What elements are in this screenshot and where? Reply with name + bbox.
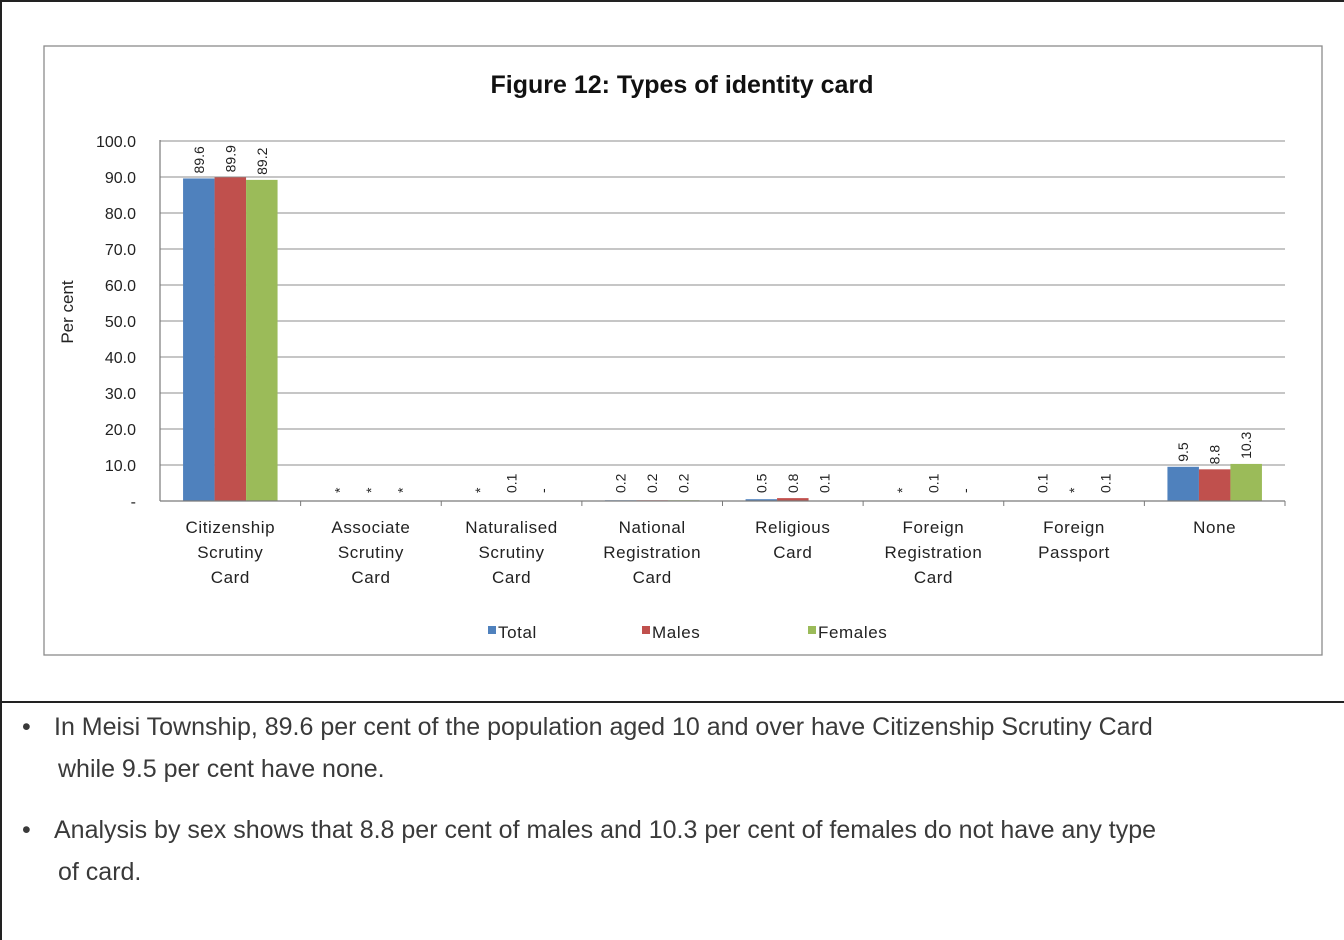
x-tick-label: Card bbox=[633, 568, 672, 587]
data-label: 0.1 bbox=[816, 473, 832, 493]
x-tick-label: Scrutiny bbox=[197, 543, 263, 562]
bar bbox=[214, 177, 247, 502]
data-label: - bbox=[957, 488, 973, 493]
bullet-text-line-1: In Meisi Township, 89.6 per cent of the … bbox=[54, 713, 1153, 741]
data-label: 0.2 bbox=[676, 473, 692, 493]
x-tick-label: Card bbox=[492, 568, 531, 587]
chart-title: Figure 12: Types of identity card bbox=[491, 71, 874, 99]
bullet-text-line-1: Analysis by sex shows that 8.8 per cent … bbox=[54, 816, 1157, 844]
axes bbox=[159, 140, 1286, 506]
data-label: * bbox=[331, 487, 347, 493]
x-axis-ticks: Citizenship Scrutiny Card Associate Scrutiny… bbox=[185, 518, 1236, 587]
data-label: 9.5 bbox=[1175, 442, 1191, 462]
x-tick-label: Scrutiny bbox=[478, 543, 544, 562]
legend-label: Total bbox=[498, 623, 537, 642]
data-label: 0.2 bbox=[613, 473, 629, 493]
data-label: 0.8 bbox=[785, 473, 801, 493]
x-tick-label: Registration bbox=[884, 543, 982, 562]
gridlines bbox=[160, 140, 1285, 466]
y-tick-label: 50.0 bbox=[105, 314, 136, 331]
x-tick-label: National bbox=[619, 518, 686, 537]
data-label: 89.2 bbox=[254, 147, 270, 174]
bar bbox=[745, 499, 778, 501]
bar bbox=[246, 179, 278, 501]
data-label: - bbox=[535, 488, 551, 493]
data-label: 0.1 bbox=[1098, 473, 1114, 493]
x-tick-label: Foreign bbox=[903, 518, 965, 537]
bar bbox=[1198, 469, 1231, 501]
bullet-text-line-2: of card. bbox=[58, 858, 142, 886]
legend-swatch bbox=[808, 626, 816, 634]
data-labels: 89.6 89.9 89.2 * * * * 0.1 - 0.2 0.2 0.2 0.5 0.8 0.1 * 0… bbox=[191, 145, 1254, 493]
data-label: 89.6 bbox=[191, 146, 207, 173]
y-tick-label: 90.0 bbox=[105, 170, 136, 187]
data-label: 0.1 bbox=[925, 473, 941, 493]
legend-label: Females bbox=[818, 623, 887, 642]
data-label: * bbox=[1066, 487, 1082, 493]
data-label: * bbox=[394, 487, 410, 493]
y-tick-label: 10.0 bbox=[105, 458, 136, 475]
y-tick-label: 20.0 bbox=[105, 422, 136, 439]
y-axis-ticks: - 10.0 20.0 30.0 40.0 50.0 60.0 70.0 80.0 90.0 100… bbox=[96, 134, 136, 511]
legend-swatch bbox=[488, 626, 496, 634]
x-tick-label: Scrutiny bbox=[338, 543, 404, 562]
x-tick-label: Religious bbox=[755, 518, 830, 537]
legend-swatch bbox=[642, 626, 650, 634]
bars bbox=[183, 177, 1262, 502]
bar bbox=[1167, 466, 1199, 501]
data-label: * bbox=[472, 487, 488, 493]
bar bbox=[183, 178, 215, 501]
data-label: * bbox=[894, 487, 910, 493]
data-label: 0.2 bbox=[644, 473, 660, 493]
x-tick-label: None bbox=[1193, 518, 1236, 537]
y-tick-label: 30.0 bbox=[105, 386, 136, 403]
data-label: 89.9 bbox=[222, 145, 238, 172]
y-axis-label: Per cent bbox=[58, 280, 77, 344]
bar-chart: Figure 12: Types of identity card Per ce… bbox=[43, 45, 1323, 656]
x-tick-label: Foreign bbox=[1043, 518, 1105, 537]
x-tick-label: Card bbox=[773, 543, 812, 562]
legend: Total Males Females bbox=[488, 623, 887, 642]
x-tick-label: Naturalised bbox=[465, 518, 558, 537]
y-tick-label: 100.0 bbox=[96, 134, 136, 151]
x-tick-label: Associate bbox=[331, 518, 410, 537]
data-label: * bbox=[363, 487, 379, 493]
y-tick-label: 80.0 bbox=[105, 206, 136, 223]
y-tick-label: 70.0 bbox=[105, 242, 136, 259]
data-label: 0.1 bbox=[504, 473, 520, 493]
y-tick-label: 40.0 bbox=[105, 350, 136, 367]
x-tick-label: Card bbox=[211, 568, 250, 587]
x-tick-label: Citizenship bbox=[185, 518, 275, 537]
section-divider bbox=[0, 701, 1344, 703]
y-tick-label: - bbox=[131, 494, 136, 511]
bullet-symbol: • bbox=[22, 816, 31, 844]
data-label: 10.3 bbox=[1238, 431, 1254, 458]
x-tick-label: Card bbox=[914, 568, 953, 587]
bullet-symbol: • bbox=[22, 713, 31, 741]
x-tick-label: Card bbox=[351, 568, 390, 587]
data-label: 0.1 bbox=[1035, 473, 1051, 493]
y-tick-label: 60.0 bbox=[105, 278, 136, 295]
x-tick-label: Registration bbox=[603, 543, 701, 562]
data-label: 8.8 bbox=[1207, 445, 1223, 465]
x-tick-label: Passport bbox=[1038, 543, 1110, 562]
bar bbox=[777, 498, 809, 501]
bar bbox=[1230, 463, 1262, 501]
legend-label: Males bbox=[652, 623, 700, 642]
bullet-text-line-2: while 9.5 per cent have none. bbox=[58, 755, 385, 783]
data-label: 0.5 bbox=[753, 473, 769, 493]
